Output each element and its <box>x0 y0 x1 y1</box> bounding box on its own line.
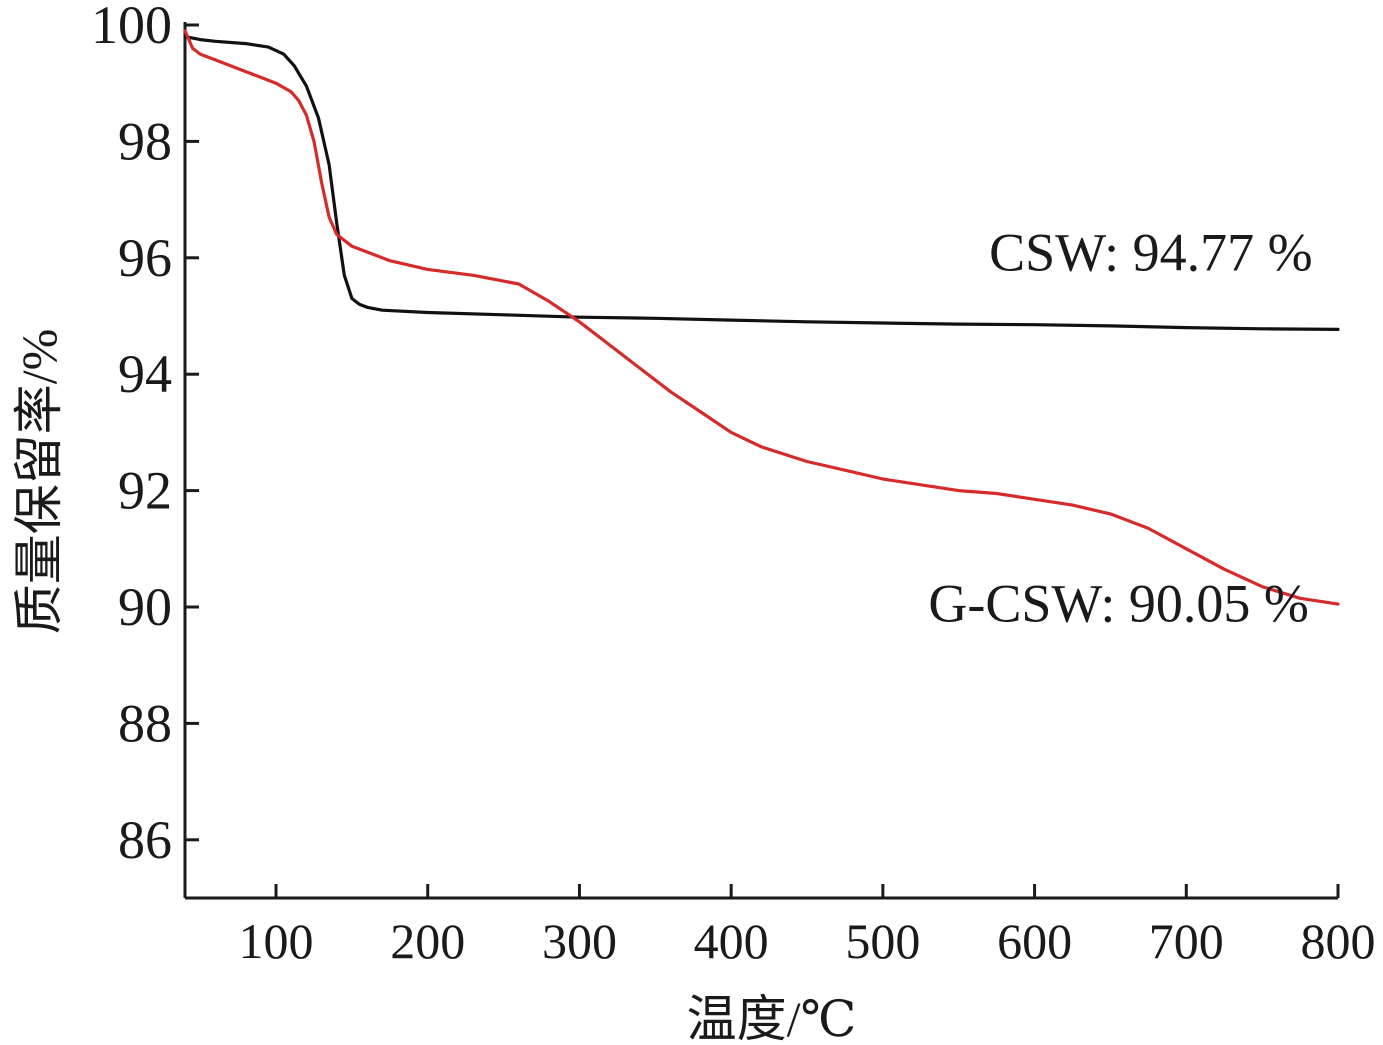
y-tick-label: 100 <box>91 0 172 55</box>
annotation-label: CSW: 94.77 % <box>989 223 1313 283</box>
x-tick-label: 400 <box>694 913 769 969</box>
x-tick-label: 500 <box>845 913 920 969</box>
x-tick-label: 700 <box>1149 913 1224 969</box>
axes <box>183 22 1338 900</box>
y-tick-label: 92 <box>118 461 172 521</box>
annotation-layer: CSW: 94.77 % G-CSW: 90.05 % <box>928 223 1312 634</box>
x-ticks: 100 200 300 400 500 600 700 800 <box>239 884 1376 969</box>
y-tick-label: 90 <box>118 577 172 637</box>
x-tick-label: 300 <box>542 913 617 969</box>
y-axis-label: 质量保留率/% <box>11 329 67 635</box>
series-layer <box>183 29 1340 606</box>
series-line-g-csw <box>183 29 1340 606</box>
y-tick-label: 98 <box>118 111 172 171</box>
x-tick-label: 100 <box>239 913 314 969</box>
series-line-csw <box>183 35 1340 331</box>
y-ticks: 86 88 90 92 94 96 98 100 <box>91 0 199 870</box>
x-axis-label: 温度/℃ <box>687 991 857 1045</box>
y-tick-label: 86 <box>118 810 172 870</box>
y-tick-label: 96 <box>118 228 172 288</box>
x-tick-label: 800 <box>1301 913 1376 969</box>
annotation-label: G-CSW: 90.05 % <box>928 574 1308 634</box>
y-tick-label: 88 <box>118 693 172 753</box>
x-tick-label: 200 <box>390 913 465 969</box>
y-tick-label: 94 <box>118 344 172 404</box>
x-tick-label: 600 <box>997 913 1072 969</box>
